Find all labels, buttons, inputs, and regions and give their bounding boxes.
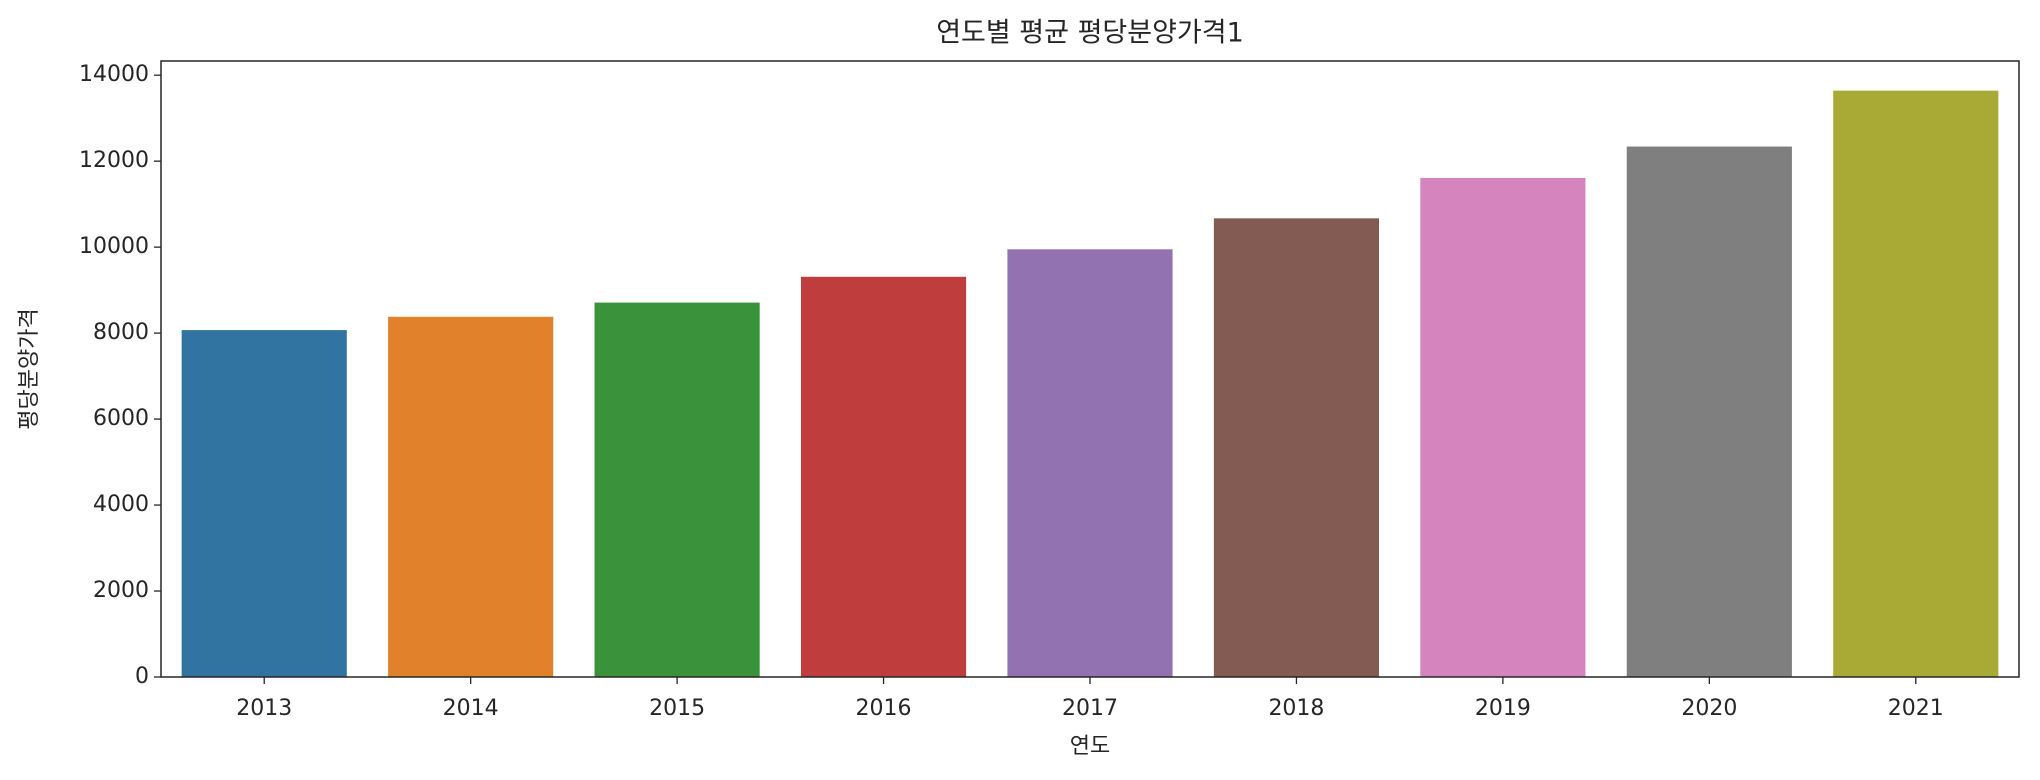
y-tick-label: 12000 [79,148,149,173]
y-tick-label: 8000 [93,320,149,345]
bar [594,302,760,677]
y-tick-label: 10000 [79,234,149,259]
x-tick-label: 2015 [649,696,705,721]
y-tick-label: 6000 [93,406,149,431]
bar [800,276,967,677]
x-tick-label: 2019 [1475,696,1531,721]
x-tick-label: 2013 [236,696,292,721]
x-tick-label: 2018 [1268,696,1324,721]
y-tick-label: 4000 [93,492,149,517]
bar [1626,146,1792,678]
bar [1007,249,1173,677]
bar [1420,177,1586,677]
bar [388,316,554,677]
axes-frame [160,60,2020,678]
bar [1213,218,1380,677]
y-axis-label: 평당분양가격 [17,308,42,429]
x-tick-label: 2014 [443,696,499,721]
x-tick-label: 2016 [856,696,912,721]
chart-title: 연도별 평균 평당분양가격1 [936,18,1244,49]
x-axis-label: 연도 [1070,734,1110,759]
x-tick-label: 2020 [1681,696,1737,721]
y-tick-label: 0 [135,664,149,689]
y-tick-label: 2000 [93,578,149,603]
bar [181,330,347,677]
bar [1833,90,1999,678]
x-tick-label: 2021 [1888,696,1944,721]
x-tick-label: 2017 [1062,696,1118,721]
y-tick-label: 14000 [79,62,149,87]
